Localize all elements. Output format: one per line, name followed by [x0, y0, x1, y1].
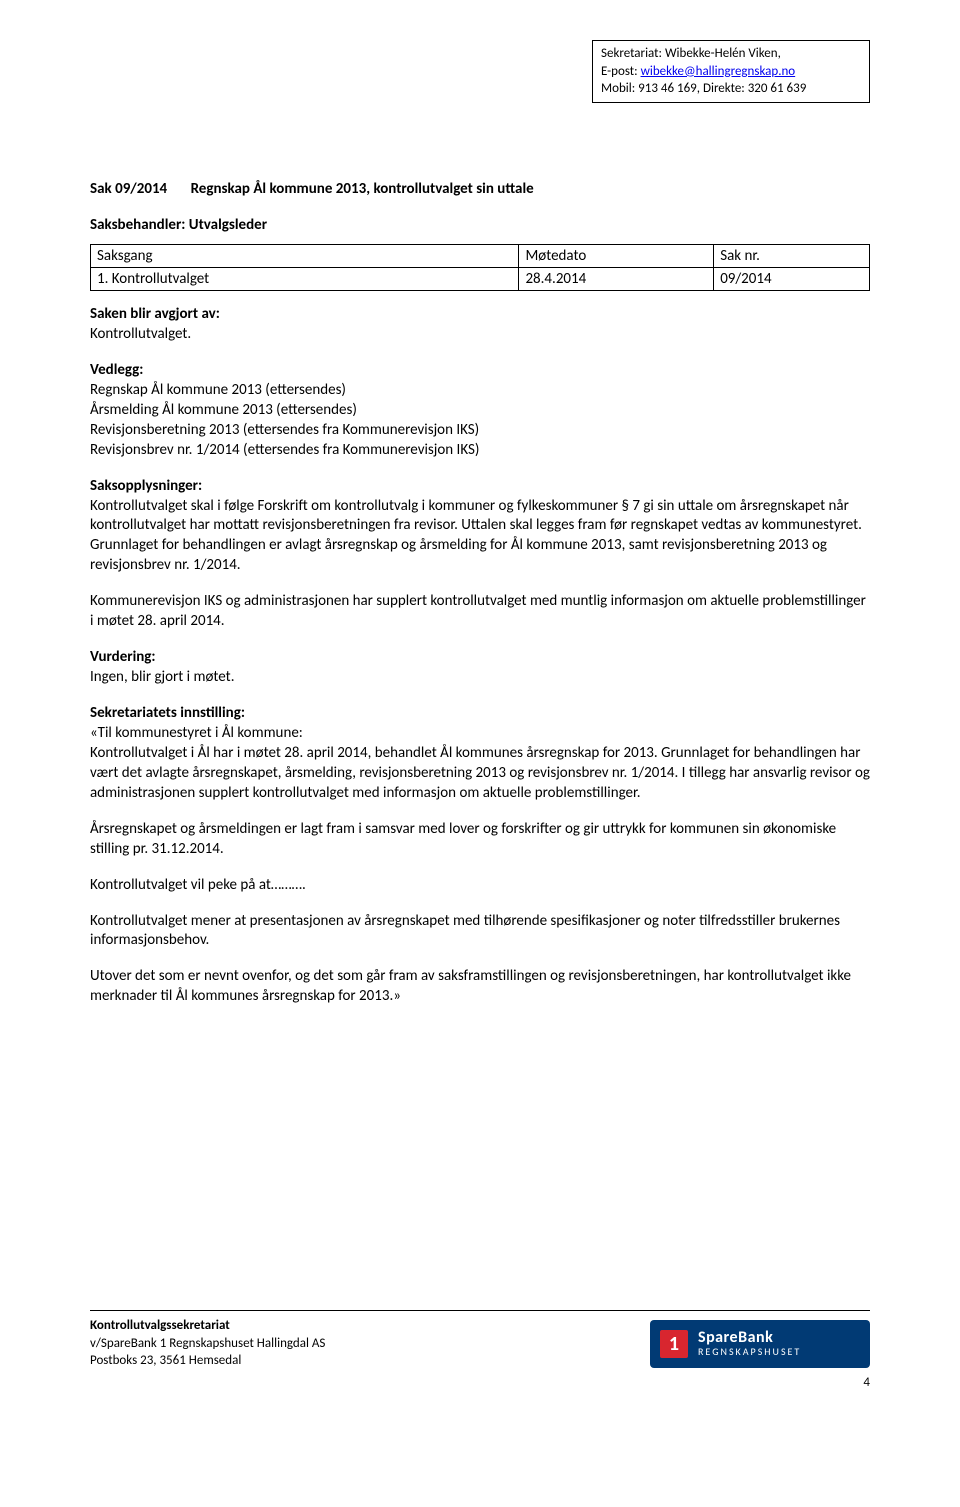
td-saksgang: 1. Kontrollutvalget — [91, 268, 519, 291]
logo-text: SpareBank REGNSKAPSHUSET — [698, 1330, 801, 1357]
header-contact-box: Sekretariat: Wibekke-Helén Viken, E-post… — [592, 40, 870, 103]
th-saknr: Sak nr. — [714, 245, 870, 268]
innstilling-p4-wrap: Kontrollutvalget mener at presentasjonen… — [90, 912, 870, 952]
saksbehandler-label: Saksbehandler: Utvalgsleder — [90, 216, 870, 234]
innstilling-section: Sekretariatets innstilling: «Til kommune… — [90, 704, 870, 804]
innstilling-p3: Kontrollutvalget vil peke på at………. — [90, 876, 306, 894]
saksopp-p1: Kontrollutvalget skal i følge Forskrift … — [90, 497, 862, 575]
vedlegg-line-4: Revisjonsbrev nr. 1/2014 (ettersendes fr… — [90, 441, 479, 459]
saksgang-table: Saksgang Møtedato Sak nr. 1. Kontrollutv… — [90, 244, 870, 291]
header-line-3: Mobil: 913 46 169, Direkte: 320 61 639 — [601, 80, 861, 98]
vurdering-section: Vurdering: Ingen, blir gjort i møtet. — [90, 648, 870, 688]
page: Sekretariat: Wibekke-Helén Viken, E-post… — [0, 0, 960, 1400]
vurdering-label: Vurdering: — [90, 648, 156, 666]
sparebank-logo: 1 SpareBank REGNSKAPSHUSET — [650, 1320, 870, 1368]
saksopp-p2-wrap: Kommunerevisjon IKS og administrasjonen … — [90, 592, 870, 632]
innstilling-label: Sekretariatets innstilling: — [90, 704, 245, 722]
td-saknr: 09/2014 — [714, 268, 870, 291]
footer-title: Kontrollutvalgssekretariat — [90, 1317, 325, 1335]
saken-blir-body: Kontrollutvalget. — [90, 325, 191, 343]
vurdering-body: Ingen, blir gjort i møtet. — [90, 668, 234, 686]
logo-line-2: REGNSKAPSHUSET — [698, 1347, 801, 1358]
vedlegg-line-3: Revisjonsberetning 2013 (ettersendes fra… — [90, 421, 479, 439]
innstilling-p5-wrap: Utover det som er nevnt ovenfor, og det … — [90, 967, 870, 1007]
innstilling-p4: Kontrollutvalget mener at presentasjonen… — [90, 912, 840, 950]
footer-row: Kontrollutvalgssekretariat v/SpareBank 1… — [90, 1317, 870, 1370]
th-motedato: Møtedato — [519, 245, 714, 268]
saken-blir-label: Saken blir avgjort av: — [90, 305, 220, 323]
page-number: 4 — [863, 1375, 870, 1390]
footer-line-2: v/SpareBank 1 Regnskapshuset Hallingdal … — [90, 1335, 325, 1353]
header-line-2: E-post: wibekke@hallingregnskap.no — [601, 63, 861, 81]
case-title: Regnskap Ål kommune 2013, kontrollutvalg… — [191, 180, 534, 198]
saksopp-p2: Kommunerevisjon IKS og administrasjonen … — [90, 592, 866, 630]
header-email-link[interactable]: wibekke@hallingregnskap.no — [641, 64, 796, 79]
page-footer: Kontrollutvalgssekretariat v/SpareBank 1… — [90, 1310, 870, 1370]
vedlegg-section: Vedlegg: Regnskap Ål kommune 2013 (etter… — [90, 361, 870, 461]
saken-blir-section: Saken blir avgjort av: Kontrollutvalget. — [90, 305, 870, 345]
footer-contact: Kontrollutvalgssekretariat v/SpareBank 1… — [90, 1317, 325, 1370]
innstilling-p1: Kontrollutvalget i Ål har i møtet 28. ap… — [90, 744, 870, 802]
header-label-1: Sekretariat: — [601, 46, 662, 61]
table-row-header: Saksgang Møtedato Sak nr. — [91, 245, 870, 268]
innstilling-p2-wrap: Årsregnskapet og årsmeldingen er lagt fr… — [90, 820, 870, 860]
header-value-1: Wibekke-Helén Viken, — [662, 46, 781, 61]
innstilling-p5: Utover det som er nevnt ovenfor, og det … — [90, 967, 851, 1005]
th-saksgang: Saksgang — [91, 245, 519, 268]
td-motedato: 28.4.2014 — [519, 268, 714, 291]
document-body: Sak 09/2014 Regnskap Ål kommune 2013, ko… — [90, 180, 870, 1007]
footer-line-3: Postboks 23, 3561 Hemsedal — [90, 1352, 325, 1370]
innstilling-intro: «Til kommunestyret i Ål kommune: — [90, 724, 303, 742]
table-row: 1. Kontrollutvalget 28.4.2014 09/2014 — [91, 268, 870, 291]
vedlegg-label: Vedlegg: — [90, 361, 143, 379]
saksopplysninger-section: Saksopplysninger: Kontrollutvalget skal … — [90, 477, 870, 577]
case-number: Sak 09/2014 — [90, 180, 167, 198]
innstilling-p2: Årsregnskapet og årsmeldingen er lagt fr… — [90, 820, 836, 858]
footer-divider — [90, 1310, 870, 1311]
case-heading: Sak 09/2014 Regnskap Ål kommune 2013, ko… — [90, 180, 870, 198]
saksopp-label: Saksopplysninger: — [90, 477, 202, 495]
innstilling-p3-wrap: Kontrollutvalget vil peke på at………. — [90, 876, 870, 896]
logo-mark-icon: 1 — [660, 1330, 688, 1358]
vedlegg-line-2: Årsmelding Ål kommune 2013 (ettersendes) — [90, 401, 357, 419]
vedlegg-line-1: Regnskap Ål kommune 2013 (ettersendes) — [90, 381, 346, 399]
header-line-1: Sekretariat: Wibekke-Helén Viken, — [601, 45, 861, 63]
header-email-label: E-post: — [601, 64, 641, 79]
